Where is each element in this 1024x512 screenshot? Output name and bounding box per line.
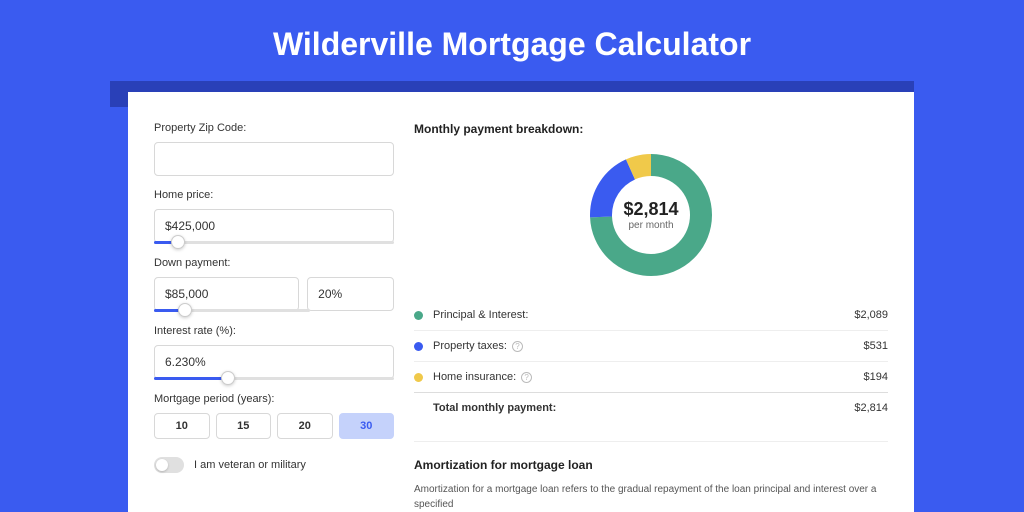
total-value: $2,814 (854, 402, 888, 414)
zip-input[interactable] (154, 142, 394, 176)
interest-rate-label: Interest rate (%): (154, 325, 394, 337)
home-price-label: Home price: (154, 189, 394, 201)
home-price-slider[interactable] (154, 241, 394, 244)
amortization-section: Amortization for mortgage loan Amortizat… (414, 441, 888, 512)
form-column: Property Zip Code: Home price: Down paym… (154, 122, 394, 502)
legend-row: Principal & Interest:$2,089 (414, 300, 888, 330)
calculator-card: Property Zip Code: Home price: Down paym… (128, 92, 914, 512)
legend-label: Principal & Interest: (433, 309, 854, 321)
interest-rate-slider[interactable] (154, 377, 394, 380)
down-payment-label: Down payment: (154, 257, 394, 269)
zip-label: Property Zip Code: (154, 122, 394, 134)
home-price-field: Home price: (154, 189, 394, 244)
legend-value: $2,089 (854, 309, 888, 321)
period-option-15[interactable]: 15 (216, 413, 272, 439)
interest-rate-field: Interest rate (%): (154, 325, 394, 380)
zip-field: Property Zip Code: (154, 122, 394, 176)
slider-thumb[interactable] (171, 235, 185, 249)
veteran-field: I am veteran or military (154, 457, 394, 473)
legend-dot (414, 373, 423, 382)
toggle-knob (156, 459, 168, 471)
donut-amount: $2,814 (623, 199, 678, 220)
amortization-title: Amortization for mortgage loan (414, 458, 888, 472)
breakdown-title: Monthly payment breakdown: (414, 122, 888, 136)
legend-value: $194 (864, 371, 888, 383)
breakdown-column: Monthly payment breakdown: $2,814 per mo… (414, 122, 888, 502)
legend-dot (414, 311, 423, 320)
down-payment-percent-input[interactable] (307, 277, 394, 311)
period-label: Mortgage period (years): (154, 393, 394, 405)
total-row: Total monthly payment: $2,814 (414, 392, 888, 423)
period-option-30[interactable]: 30 (339, 413, 395, 439)
down-payment-field: Down payment: (154, 257, 394, 312)
slider-thumb[interactable] (221, 371, 235, 385)
legend-dot (414, 342, 423, 351)
period-option-10[interactable]: 10 (154, 413, 210, 439)
legend-row: Home insurance:?$194 (414, 361, 888, 392)
legend-label: Property taxes:? (433, 340, 864, 352)
info-icon[interactable]: ? (512, 341, 523, 352)
down-payment-amount-input[interactable] (154, 277, 299, 311)
veteran-toggle[interactable] (154, 457, 184, 473)
legend-label: Home insurance:? (433, 371, 864, 383)
donut-sublabel: per month (623, 220, 678, 231)
veteran-label: I am veteran or military (194, 459, 306, 471)
down-payment-slider[interactable] (154, 309, 310, 312)
donut-chart-wrap: $2,814 per month (414, 152, 888, 278)
period-option-20[interactable]: 20 (277, 413, 333, 439)
slider-thumb[interactable] (178, 303, 192, 317)
amortization-text: Amortization for a mortgage loan refers … (414, 482, 888, 512)
legend-value: $531 (864, 340, 888, 352)
info-icon[interactable]: ? (521, 372, 532, 383)
home-price-input[interactable] (154, 209, 394, 243)
legend-row: Property taxes:?$531 (414, 330, 888, 361)
period-field: Mortgage period (years): 10152030 (154, 393, 394, 439)
total-label: Total monthly payment: (433, 402, 854, 414)
interest-rate-input[interactable] (154, 345, 394, 379)
page-title: Wilderville Mortgage Calculator (0, 0, 1024, 81)
donut-chart: $2,814 per month (588, 152, 714, 278)
